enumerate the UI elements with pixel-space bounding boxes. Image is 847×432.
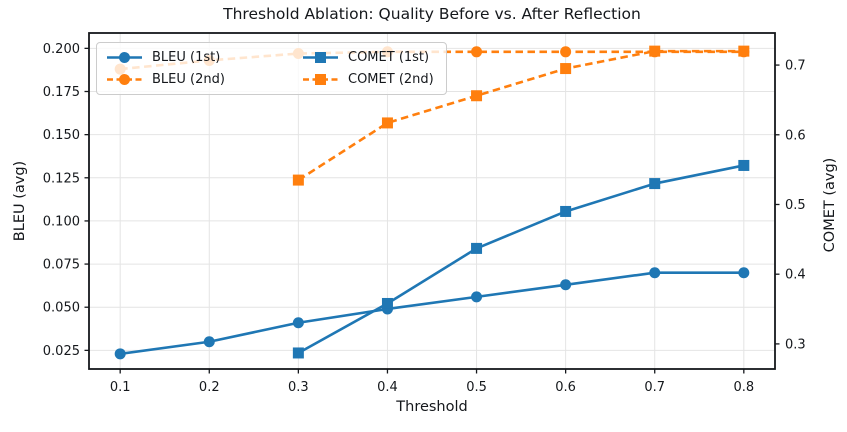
y-tick-label-left: 0.125 <box>43 171 80 186</box>
x-tick-label: 0.3 <box>288 380 309 395</box>
bleu-1st-line-circle-icon <box>106 50 143 65</box>
y-tick-label-right: 0.4 <box>785 268 806 283</box>
legend-circle-marker <box>119 74 130 85</box>
series-marker-bleu-1st <box>560 279 572 291</box>
series-marker-comet-1st <box>381 297 393 309</box>
y-tick-label-left: 0.025 <box>43 344 80 359</box>
series-marker-bleu-1st <box>292 317 304 329</box>
series-marker-comet-1st <box>649 178 661 190</box>
legend-label: BLEU (1st) <box>152 50 221 65</box>
legend-item-comet-2nd: COMET (2nd) <box>302 69 434 90</box>
legend-circle-marker <box>119 52 130 63</box>
series-marker-comet-2nd <box>560 63 572 75</box>
y-tick-label-left: 0.175 <box>43 85 80 100</box>
y-tick-label-left: 0.075 <box>43 258 80 273</box>
x-tick-label: 0.4 <box>377 380 398 395</box>
series-marker-comet-1st <box>471 242 483 254</box>
series-marker-bleu-1st <box>114 348 126 360</box>
legend-item-comet-1st: COMET (1st) <box>302 47 434 68</box>
comet-2nd-line-square-icon <box>302 72 339 87</box>
series-line-bleu-1st <box>120 271 744 356</box>
chart-title: Threshold Ablation: Quality Before vs. A… <box>223 5 641 23</box>
legend-square-marker <box>315 74 326 85</box>
x-tick-label: 0.7 <box>644 380 665 395</box>
legend-item-bleu-2nd: BLEU (2nd) <box>106 69 292 90</box>
comet-1st-line-square-icon <box>302 50 339 65</box>
legend-label: COMET (2nd) <box>348 72 434 87</box>
plot-border <box>88 32 776 370</box>
series-marker-bleu-1st <box>471 291 483 303</box>
series-marker-comet-2nd <box>738 45 750 57</box>
series-marker-bleu-2nd <box>560 46 572 58</box>
series-line-comet-1st <box>297 164 745 355</box>
y-tick-label-left: 0.100 <box>43 214 80 229</box>
y-tick-label-right: 0.5 <box>785 198 806 213</box>
series-marker-bleu-2nd <box>471 46 483 58</box>
x-tick-label: 0.2 <box>199 380 220 395</box>
series-marker-comet-1st <box>738 159 750 171</box>
series-marker-comet-2nd <box>649 45 661 57</box>
legend-square-marker <box>315 52 326 63</box>
x-tick-label: 0.5 <box>466 380 487 395</box>
series-marker-bleu-1st <box>649 267 661 279</box>
series-marker-bleu-1st <box>203 336 215 348</box>
legend-label: COMET (1st) <box>348 50 430 65</box>
bleu-2nd-line-circle-icon <box>106 72 143 87</box>
y-tick-label-left: 0.200 <box>43 42 80 57</box>
y-tick-label-right: 0.6 <box>785 128 806 143</box>
y-tick-label-right: 0.7 <box>785 59 806 74</box>
x-tick-label: 0.6 <box>555 380 576 395</box>
series-marker-bleu-1st <box>738 267 750 279</box>
x-tick-label: 0.8 <box>733 380 754 395</box>
y-axis-label-right: COMET (avg) <box>822 157 838 253</box>
series-marker-comet-1st <box>292 347 304 359</box>
x-tick-label: 0.1 <box>110 380 131 395</box>
legend: BLEU (1st) COMET (1st) BLEU (2nd) COMET … <box>96 42 447 95</box>
series-marker-comet-2nd <box>381 117 393 129</box>
series-marker-comet-1st <box>560 205 572 217</box>
x-axis-label: Threshold <box>396 399 468 415</box>
legend-item-bleu-1st: BLEU (1st) <box>106 47 292 68</box>
legend-label: BLEU (2nd) <box>152 72 225 87</box>
series-marker-comet-2nd <box>471 90 483 102</box>
y-tick-label-left: 0.050 <box>43 301 80 316</box>
series-line-comet-2nd <box>297 49 744 182</box>
y-tick-label-right: 0.3 <box>785 337 806 352</box>
series-marker-comet-2nd <box>292 174 304 186</box>
y-axis-label-left: BLEU (avg) <box>12 160 28 242</box>
y-tick-label-left: 0.150 <box>43 128 80 143</box>
